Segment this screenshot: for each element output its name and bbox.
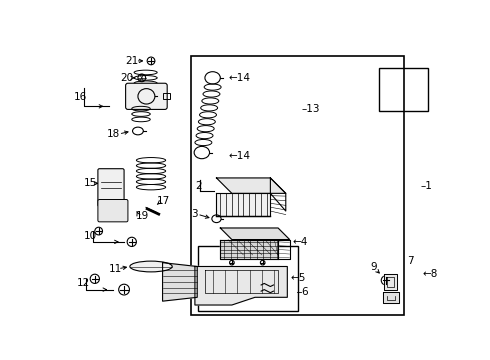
Ellipse shape: [130, 261, 172, 272]
Text: 15: 15: [84, 178, 98, 188]
Text: ←14: ←14: [228, 73, 250, 83]
FancyBboxPatch shape: [125, 83, 167, 109]
Text: 18: 18: [107, 129, 121, 139]
Polygon shape: [195, 266, 287, 305]
Polygon shape: [217, 178, 286, 193]
FancyBboxPatch shape: [98, 199, 128, 222]
Text: 9: 9: [370, 261, 377, 271]
Text: 16: 16: [74, 92, 87, 102]
Text: ←8: ←8: [423, 269, 438, 279]
Text: ←14: ←14: [228, 150, 250, 161]
Text: 20: 20: [120, 73, 133, 83]
Text: –1: –1: [420, 181, 432, 191]
Polygon shape: [217, 193, 270, 216]
Bar: [163, 93, 170, 99]
Text: 3: 3: [191, 209, 197, 219]
Text: 2: 2: [195, 181, 201, 191]
Polygon shape: [220, 239, 278, 259]
Bar: [197, 246, 297, 311]
Text: –13: –13: [301, 104, 319, 114]
Text: 7: 7: [407, 256, 413, 266]
Text: ←4: ←4: [293, 237, 308, 247]
Polygon shape: [220, 228, 290, 239]
FancyBboxPatch shape: [98, 169, 124, 206]
Polygon shape: [383, 292, 399, 303]
Bar: [379, 68, 428, 111]
Polygon shape: [384, 274, 397, 289]
Text: 11: 11: [109, 264, 122, 274]
Bar: [191, 56, 404, 315]
Polygon shape: [163, 263, 197, 301]
Text: 10: 10: [84, 231, 97, 241]
Text: 21: 21: [125, 56, 139, 66]
Text: 17: 17: [157, 196, 171, 206]
Text: 12: 12: [76, 278, 90, 288]
Text: ←5: ←5: [291, 273, 306, 283]
Text: 6: 6: [301, 287, 308, 297]
Text: 19: 19: [136, 211, 149, 221]
